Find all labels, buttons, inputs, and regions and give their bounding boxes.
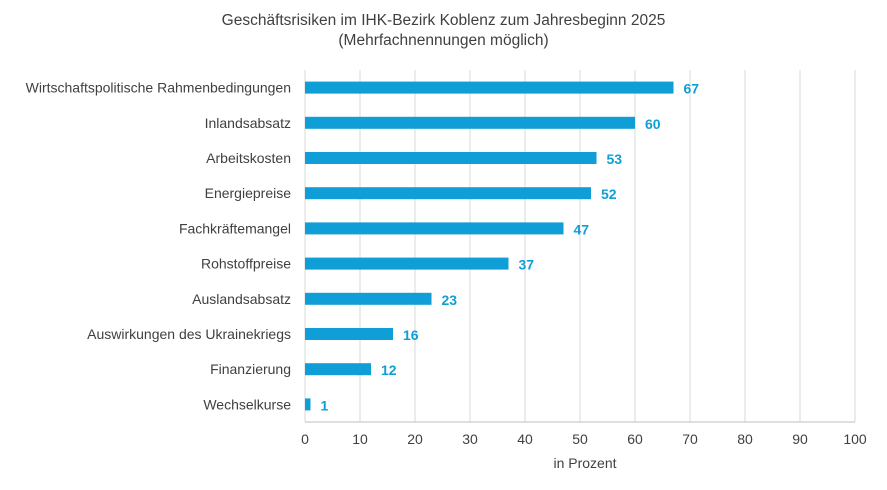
bar: [305, 257, 509, 270]
bar: [305, 328, 393, 340]
x-tick-label: 70: [682, 431, 698, 447]
x-tick-label: 80: [737, 431, 753, 447]
bar: [305, 222, 564, 235]
data-label: 52: [601, 186, 617, 202]
x-tick-label: 100: [843, 431, 867, 447]
data-label: 16: [403, 327, 419, 343]
x-tick-label: 0: [301, 431, 309, 447]
data-label: 53: [607, 151, 623, 167]
data-label: 37: [519, 257, 535, 273]
category-label: Rohstoffpreise: [201, 256, 291, 272]
data-label: 47: [574, 221, 590, 237]
x-tick-label: 50: [572, 431, 588, 447]
x-tick-label: 30: [462, 431, 478, 447]
data-label: 67: [684, 81, 700, 97]
category-label: Auswirkungen des Ukrainekriegs: [87, 326, 291, 342]
bar: [305, 292, 432, 305]
x-tick-label: 20: [407, 431, 423, 447]
bar: [305, 152, 597, 164]
category-label: Inlandsabsatz: [205, 115, 291, 131]
category-label: Wechselkurse: [203, 396, 291, 412]
category-label: Auslandsabsatz: [192, 291, 291, 307]
data-label: 12: [381, 362, 397, 378]
x-axis-label: in Prozent: [553, 455, 616, 471]
chart-title: Geschäftsrisiken im IHK-Bezirk Koblenz z…: [221, 12, 666, 29]
bar: [305, 398, 311, 411]
category-label: Arbeitskosten: [206, 150, 291, 166]
bar: [305, 116, 635, 129]
x-tick-label: 40: [517, 431, 533, 447]
data-label: 1: [321, 397, 329, 413]
chart-subtitle: (Mehrfachnennungen möglich): [338, 32, 549, 49]
data-label: 60: [645, 116, 661, 132]
data-label: 23: [442, 292, 458, 308]
category-label: Finanzierung: [210, 361, 291, 377]
bar: [305, 81, 674, 94]
x-tick-label: 90: [792, 431, 808, 447]
bar: [305, 363, 371, 376]
category-label: Fachkräftemangel: [179, 220, 291, 236]
x-tick-label: 60: [627, 431, 643, 447]
category-label: Energiepreise: [205, 185, 292, 201]
bar: [305, 187, 591, 200]
x-tick-label: 10: [352, 431, 368, 447]
category-label: Wirtschaftspolitische Rahmenbedingungen: [26, 80, 291, 96]
